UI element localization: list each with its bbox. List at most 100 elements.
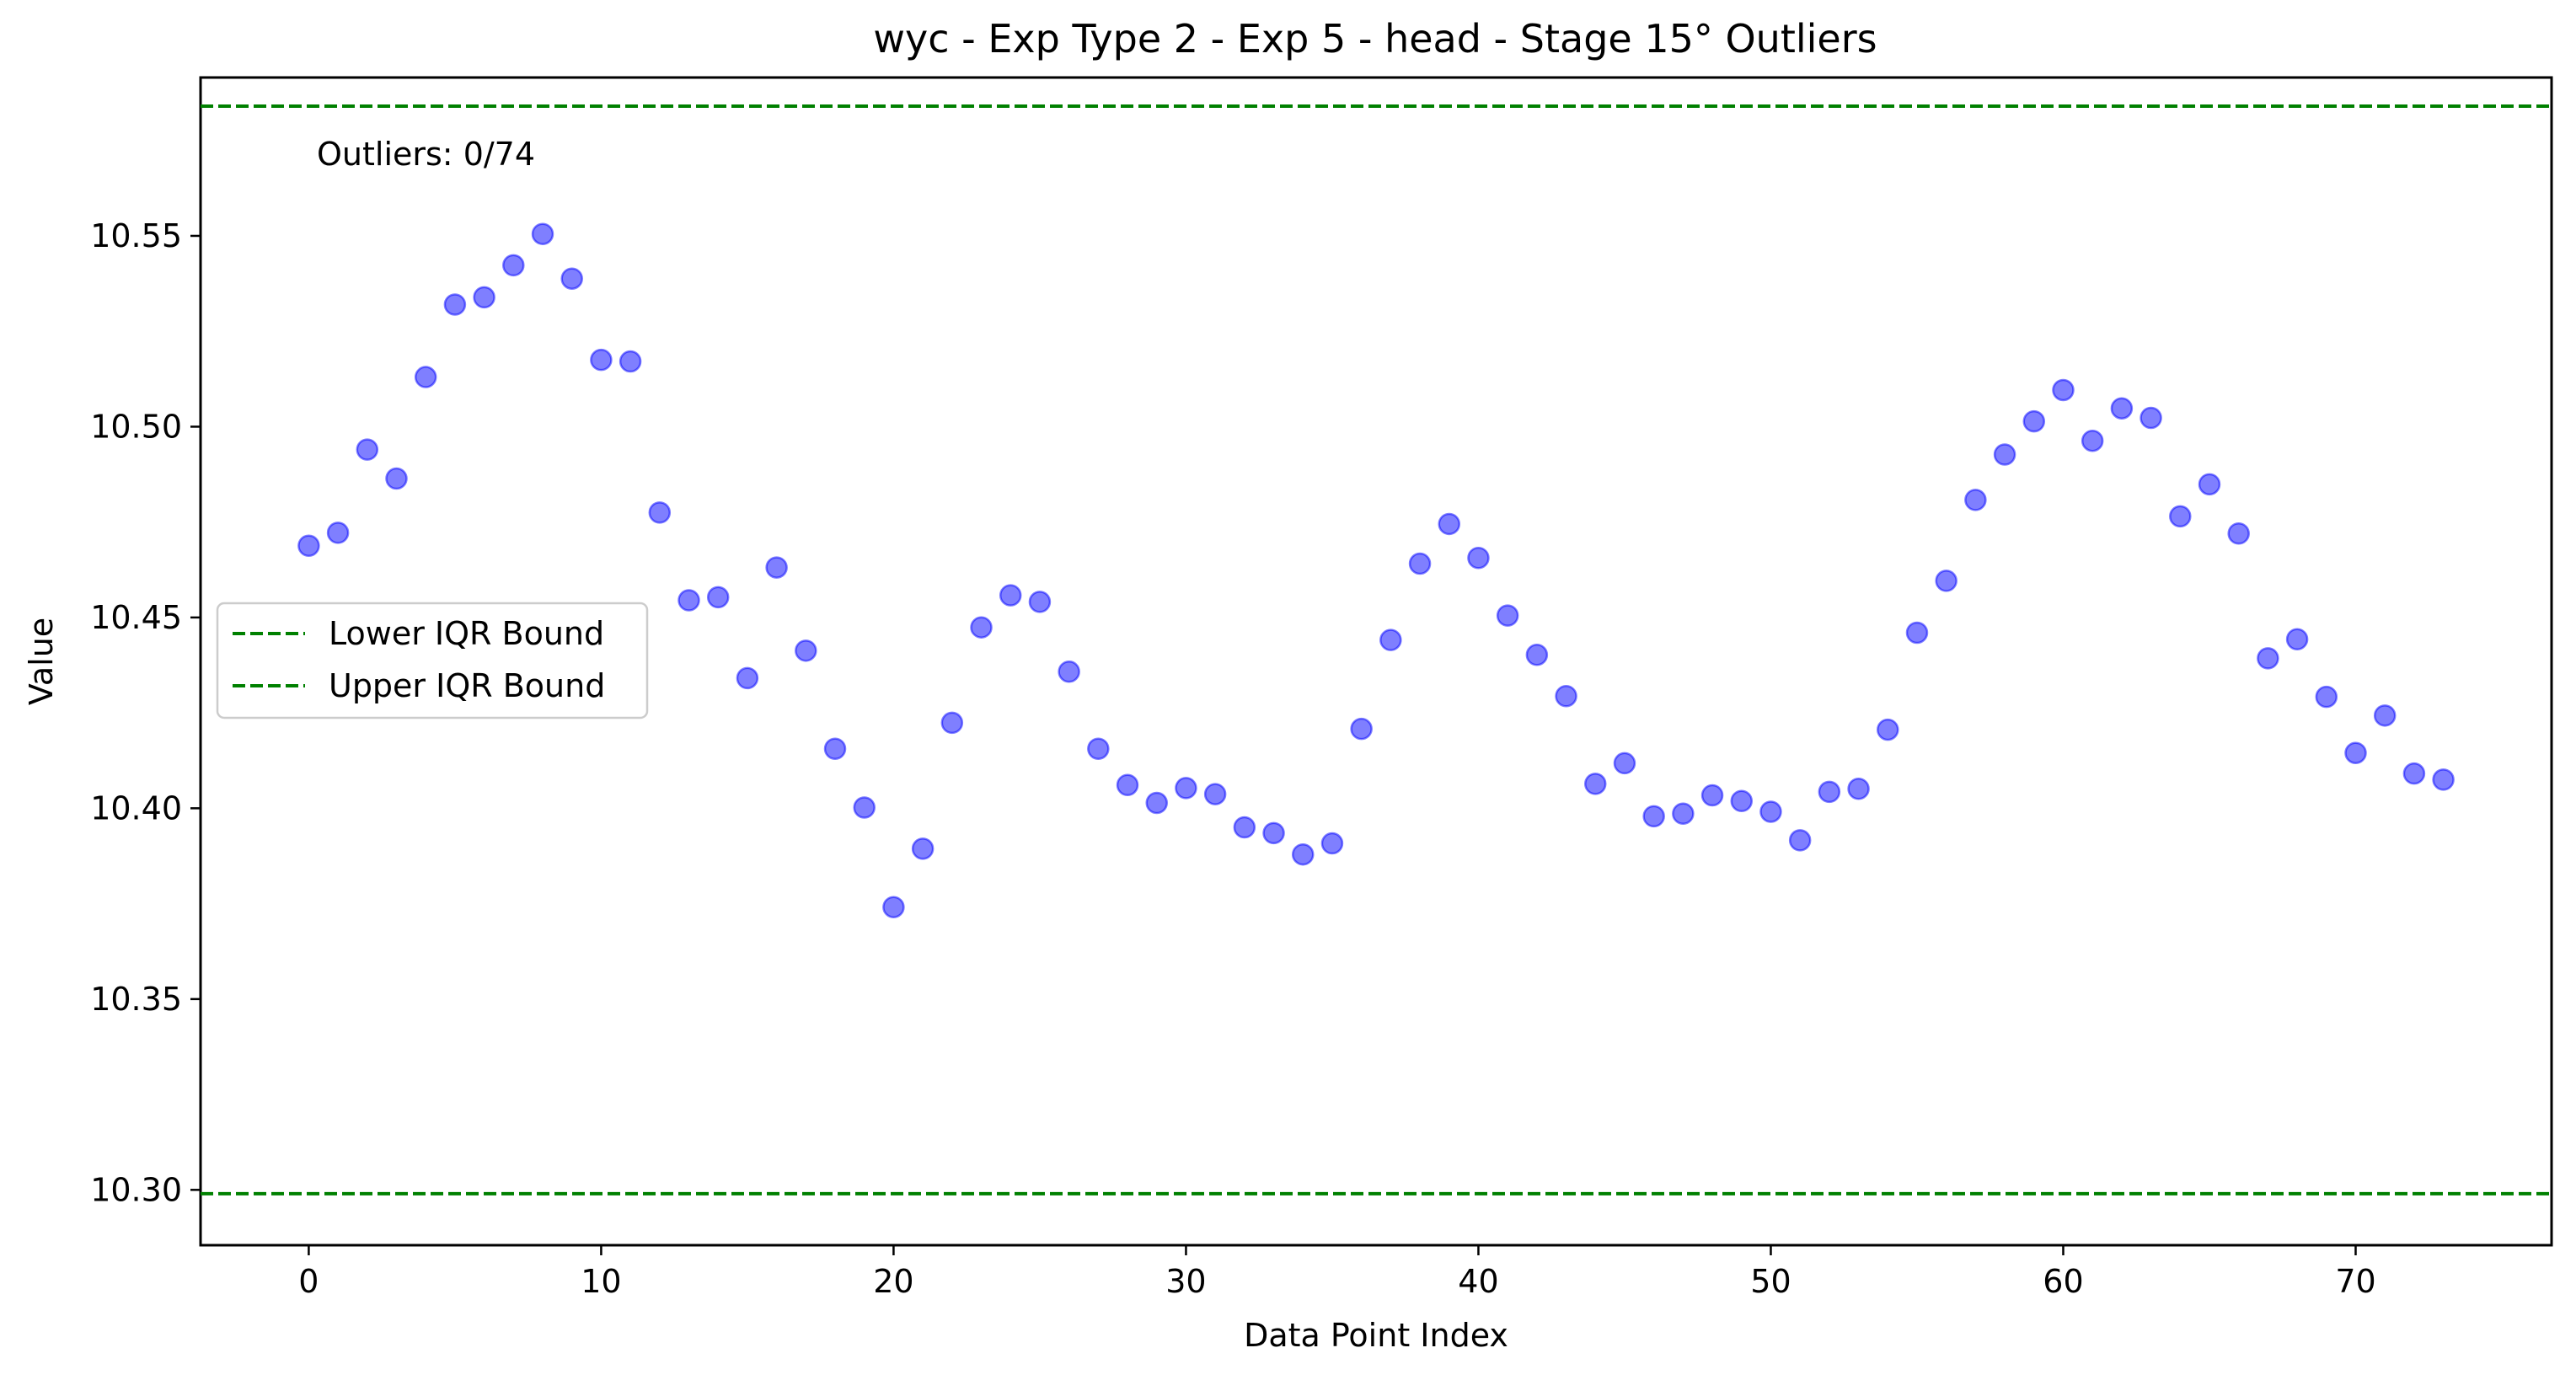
data-point xyxy=(619,350,642,373)
data-point xyxy=(1175,777,1197,800)
data-point xyxy=(1613,752,1636,775)
data-point xyxy=(2227,522,2250,545)
data-point xyxy=(1408,552,1432,575)
data-point xyxy=(2022,409,2046,433)
x-tick-label: 50 xyxy=(1750,1263,1791,1300)
y-axis-ticks: 10.30 10.35 10.40 10.45 10.50 10.55 xyxy=(90,217,201,1208)
data-point xyxy=(385,467,408,490)
data-point xyxy=(1730,789,1754,813)
x-tick-label: 20 xyxy=(873,1263,913,1300)
y-tick-label: 10.55 xyxy=(90,217,182,254)
data-point xyxy=(1438,512,1461,536)
data-point xyxy=(1233,816,1256,839)
data-point xyxy=(2081,429,2104,452)
y-tick-label: 10.35 xyxy=(90,981,182,1018)
x-axis-ticks: 0 10 20 30 40 50 60 70 xyxy=(298,1245,2376,1300)
x-tick-label: 70 xyxy=(2335,1263,2375,1300)
data-point xyxy=(1320,832,1344,855)
data-point xyxy=(1087,737,1110,760)
data-point xyxy=(1877,718,1899,741)
x-tick-label: 60 xyxy=(2043,1263,2083,1300)
outliers-annotation: Outliers: 0/74 xyxy=(317,136,535,173)
data-point xyxy=(1584,773,1607,795)
y-tick-label: 10.30 xyxy=(90,1171,182,1208)
legend-label-upper: Upper IQR Bound xyxy=(329,667,605,704)
data-point xyxy=(2052,378,2075,402)
data-point xyxy=(1379,628,1402,651)
data-point xyxy=(1467,547,1490,570)
data-point xyxy=(1028,591,1052,613)
data-point xyxy=(1905,621,1929,645)
data-point xyxy=(999,584,1022,607)
data-point xyxy=(502,254,525,277)
data-point xyxy=(2373,704,2397,727)
data-point xyxy=(2110,397,2134,420)
data-point xyxy=(1935,570,1957,592)
data-point xyxy=(1847,778,1870,800)
data-point xyxy=(1672,802,1695,825)
data-point xyxy=(1262,821,1285,845)
data-point xyxy=(1642,805,1665,828)
data-point xyxy=(911,837,935,860)
data-point xyxy=(1964,489,1987,511)
data-point xyxy=(1555,684,1577,708)
data-point xyxy=(1525,644,1549,666)
x-tick-label: 30 xyxy=(1165,1263,1206,1300)
data-point xyxy=(940,711,964,735)
data-point xyxy=(677,589,700,612)
data-point xyxy=(2169,505,2192,528)
data-point xyxy=(2140,406,2162,430)
legend-frame xyxy=(216,602,649,719)
data-point xyxy=(795,639,817,662)
x-tick-label: 0 xyxy=(298,1263,319,1300)
chart-title: wyc - Exp Type 2 - Exp 5 - head - Stage … xyxy=(873,16,1877,62)
data-point xyxy=(1496,604,1519,627)
data-point xyxy=(2315,685,2338,709)
y-tick-label: 10.45 xyxy=(90,599,182,636)
x-axis-label: Data Point Index xyxy=(1244,1317,1508,1354)
x-tick-label: 40 xyxy=(1458,1263,1498,1300)
data-point xyxy=(326,522,350,544)
data-point xyxy=(1116,773,1139,797)
data-point xyxy=(1350,717,1373,741)
data-point xyxy=(2432,768,2455,791)
data-point xyxy=(1759,800,1782,823)
legend: Lower IQR Bound Upper IQR Bound xyxy=(216,602,649,719)
data-point xyxy=(823,737,847,760)
data-point xyxy=(1203,783,1227,805)
data-point xyxy=(473,286,495,309)
y-axis-label: Value xyxy=(23,618,60,705)
x-tick-label: 10 xyxy=(581,1263,621,1300)
data-point xyxy=(1291,842,1315,866)
data-point xyxy=(560,267,583,290)
data-point xyxy=(765,556,788,579)
data-point xyxy=(648,501,672,524)
data-point xyxy=(1700,784,1724,807)
data-point xyxy=(970,616,993,639)
plot-area xyxy=(199,76,2553,1247)
data-points xyxy=(297,222,2455,918)
data-point xyxy=(1993,443,2016,466)
data-point xyxy=(2344,741,2367,764)
iqr-bounds xyxy=(201,104,2552,1195)
data-point xyxy=(2198,473,2221,496)
data-point xyxy=(356,438,379,461)
data-point xyxy=(297,534,320,558)
data-point xyxy=(1058,660,1080,683)
y-tick-label: 10.50 xyxy=(90,408,182,445)
data-point xyxy=(1145,791,1168,815)
data-point xyxy=(590,348,613,372)
data-point xyxy=(853,796,876,819)
data-point xyxy=(2285,628,2309,650)
data-point xyxy=(1818,780,1841,804)
data-point xyxy=(443,293,467,316)
y-tick-label: 10.40 xyxy=(90,789,182,826)
legend-label-lower: Lower IQR Bound xyxy=(329,615,604,652)
data-point xyxy=(882,896,905,918)
data-point xyxy=(1788,829,1812,852)
data-point xyxy=(531,222,554,245)
data-point xyxy=(414,366,437,388)
data-point xyxy=(2257,647,2279,670)
data-point xyxy=(706,586,730,609)
